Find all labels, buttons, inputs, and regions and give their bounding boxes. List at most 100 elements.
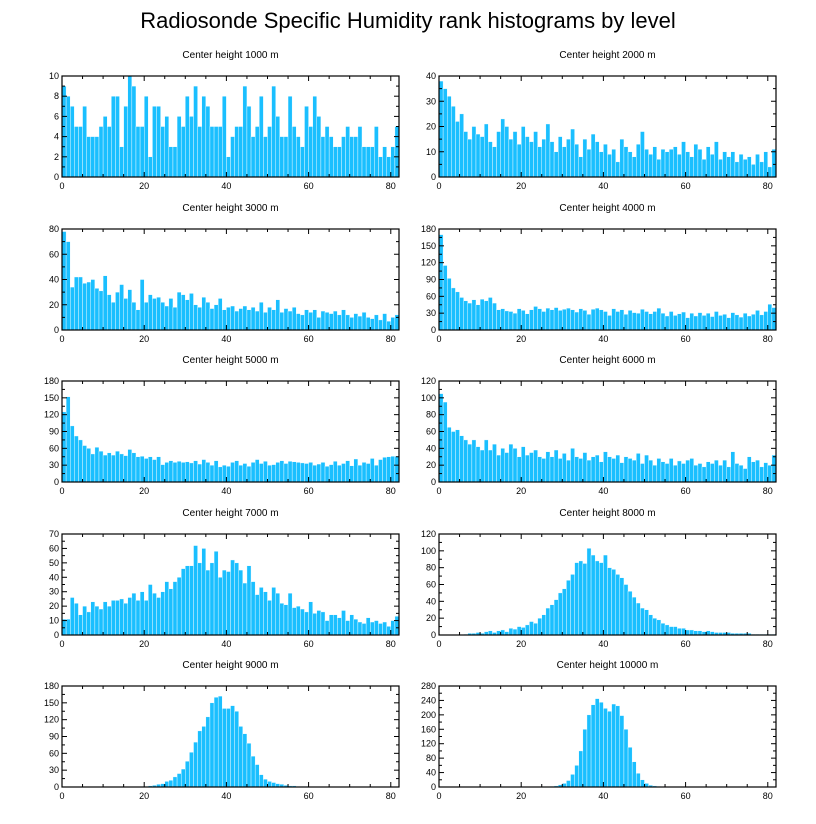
histogram-bar xyxy=(578,458,584,483)
histogram-bar xyxy=(471,126,477,178)
histogram-bar xyxy=(574,765,579,788)
histogram-bar xyxy=(390,620,396,636)
histogram-bar xyxy=(668,149,674,178)
histogram-bar xyxy=(238,726,244,788)
histogram-bar xyxy=(271,85,276,178)
panel-title: Center height 2000 m xyxy=(559,50,655,61)
x-tick-label: 80 xyxy=(386,486,396,496)
histogram-bar xyxy=(291,461,297,483)
histogram-bar xyxy=(164,462,170,483)
histogram-bar xyxy=(693,315,699,331)
histogram-bar xyxy=(164,116,170,178)
histogram-bar xyxy=(189,293,194,331)
histogram-bar xyxy=(312,613,318,636)
histogram-bar xyxy=(648,154,653,178)
histogram-bar xyxy=(718,159,723,178)
histogram-bar xyxy=(742,468,748,483)
histogram-bar xyxy=(484,123,489,178)
histogram-bar xyxy=(648,313,653,331)
histogram-bar xyxy=(644,609,649,636)
histogram-bar xyxy=(333,461,338,483)
histogram-bar xyxy=(599,461,604,483)
histogram-bar xyxy=(697,630,703,636)
histogram-bar xyxy=(722,314,727,331)
histogram-bar xyxy=(374,464,379,483)
histogram-bar xyxy=(677,628,682,636)
histogram-panel: Center height 4000 m 0 20 40 60 80 0 30 60 90 120 1… xyxy=(421,203,777,344)
y-tick-label: 40 xyxy=(426,596,436,606)
histogram-bar xyxy=(353,458,359,483)
histogram-bar xyxy=(164,781,170,788)
histogram-bar xyxy=(193,304,198,331)
histogram-bar xyxy=(599,309,604,331)
histogram-bar xyxy=(254,764,260,788)
histogram-bar xyxy=(590,456,596,483)
histogram-bar xyxy=(189,116,194,178)
histogram-bar xyxy=(590,704,596,788)
histogram-bar xyxy=(209,562,215,636)
histogram-bar xyxy=(656,307,662,331)
histogram-bar xyxy=(193,85,198,178)
x-tick-label: 20 xyxy=(516,181,526,191)
histogram-bar xyxy=(438,80,444,178)
histogram-bar xyxy=(734,161,740,178)
histogram-bar xyxy=(574,456,579,483)
y-tick-label: 10 xyxy=(49,71,59,81)
histogram-bar xyxy=(673,626,678,636)
histogram-bar xyxy=(747,156,752,178)
histogram-panel: Center height 6000 m 0 20 40 60 80 0 20 40 60 80 10… xyxy=(421,355,777,496)
x-tick-label: 20 xyxy=(516,639,526,649)
histogram-bar xyxy=(123,455,128,483)
histogram-bar xyxy=(378,156,383,178)
histogram-bar xyxy=(127,75,133,178)
histogram-bar xyxy=(287,95,293,178)
histogram-bar xyxy=(767,166,773,178)
histogram-bar xyxy=(250,462,256,483)
histogram-bar xyxy=(734,314,740,331)
histogram-bar xyxy=(529,309,534,331)
histogram-bar xyxy=(259,302,264,331)
histogram-bar xyxy=(500,118,505,178)
histogram-bar xyxy=(328,464,334,483)
y-tick-label: 0 xyxy=(431,782,436,792)
histogram-bar xyxy=(250,136,256,178)
histogram-bar xyxy=(611,458,616,483)
histogram-bar xyxy=(447,278,452,331)
histogram-bar xyxy=(98,608,104,636)
histogram-bar xyxy=(562,453,567,483)
histogram-bar xyxy=(570,448,575,483)
histogram-bar xyxy=(226,708,231,788)
histogram-bar xyxy=(300,462,305,483)
histogram-bar xyxy=(213,460,219,483)
histogram-bar xyxy=(520,446,526,483)
histogram-bar xyxy=(574,143,579,178)
histogram-bar xyxy=(714,459,719,483)
histogram-bar xyxy=(390,146,396,178)
y-tick-label: 160 xyxy=(421,724,436,734)
histogram-bar xyxy=(549,141,555,178)
histogram-bar xyxy=(271,464,276,483)
histogram-bar xyxy=(549,456,555,483)
histogram-bar xyxy=(722,459,727,483)
histogram-bar xyxy=(267,781,272,788)
histogram-bar xyxy=(267,464,272,483)
histogram-bar xyxy=(135,600,141,636)
histogram-bar xyxy=(590,554,596,636)
histogram-bar xyxy=(115,600,120,636)
x-tick-label: 0 xyxy=(59,181,64,191)
histogram-bar xyxy=(496,630,501,636)
histogram-bar xyxy=(131,302,137,331)
histogram-bar xyxy=(217,298,223,331)
histogram-bar xyxy=(139,126,145,178)
histogram-bar xyxy=(119,598,124,636)
histogram-bar xyxy=(296,605,301,636)
histogram-bar xyxy=(631,312,637,331)
histogram-bar xyxy=(681,463,686,483)
histogram-bar xyxy=(660,461,666,483)
y-tick-label: 20 xyxy=(426,122,436,132)
histogram-bar xyxy=(172,776,178,788)
histogram-bar xyxy=(562,588,567,636)
histogram-bar xyxy=(475,446,481,483)
histogram-bar xyxy=(139,279,145,331)
histogram-bar xyxy=(86,611,91,636)
